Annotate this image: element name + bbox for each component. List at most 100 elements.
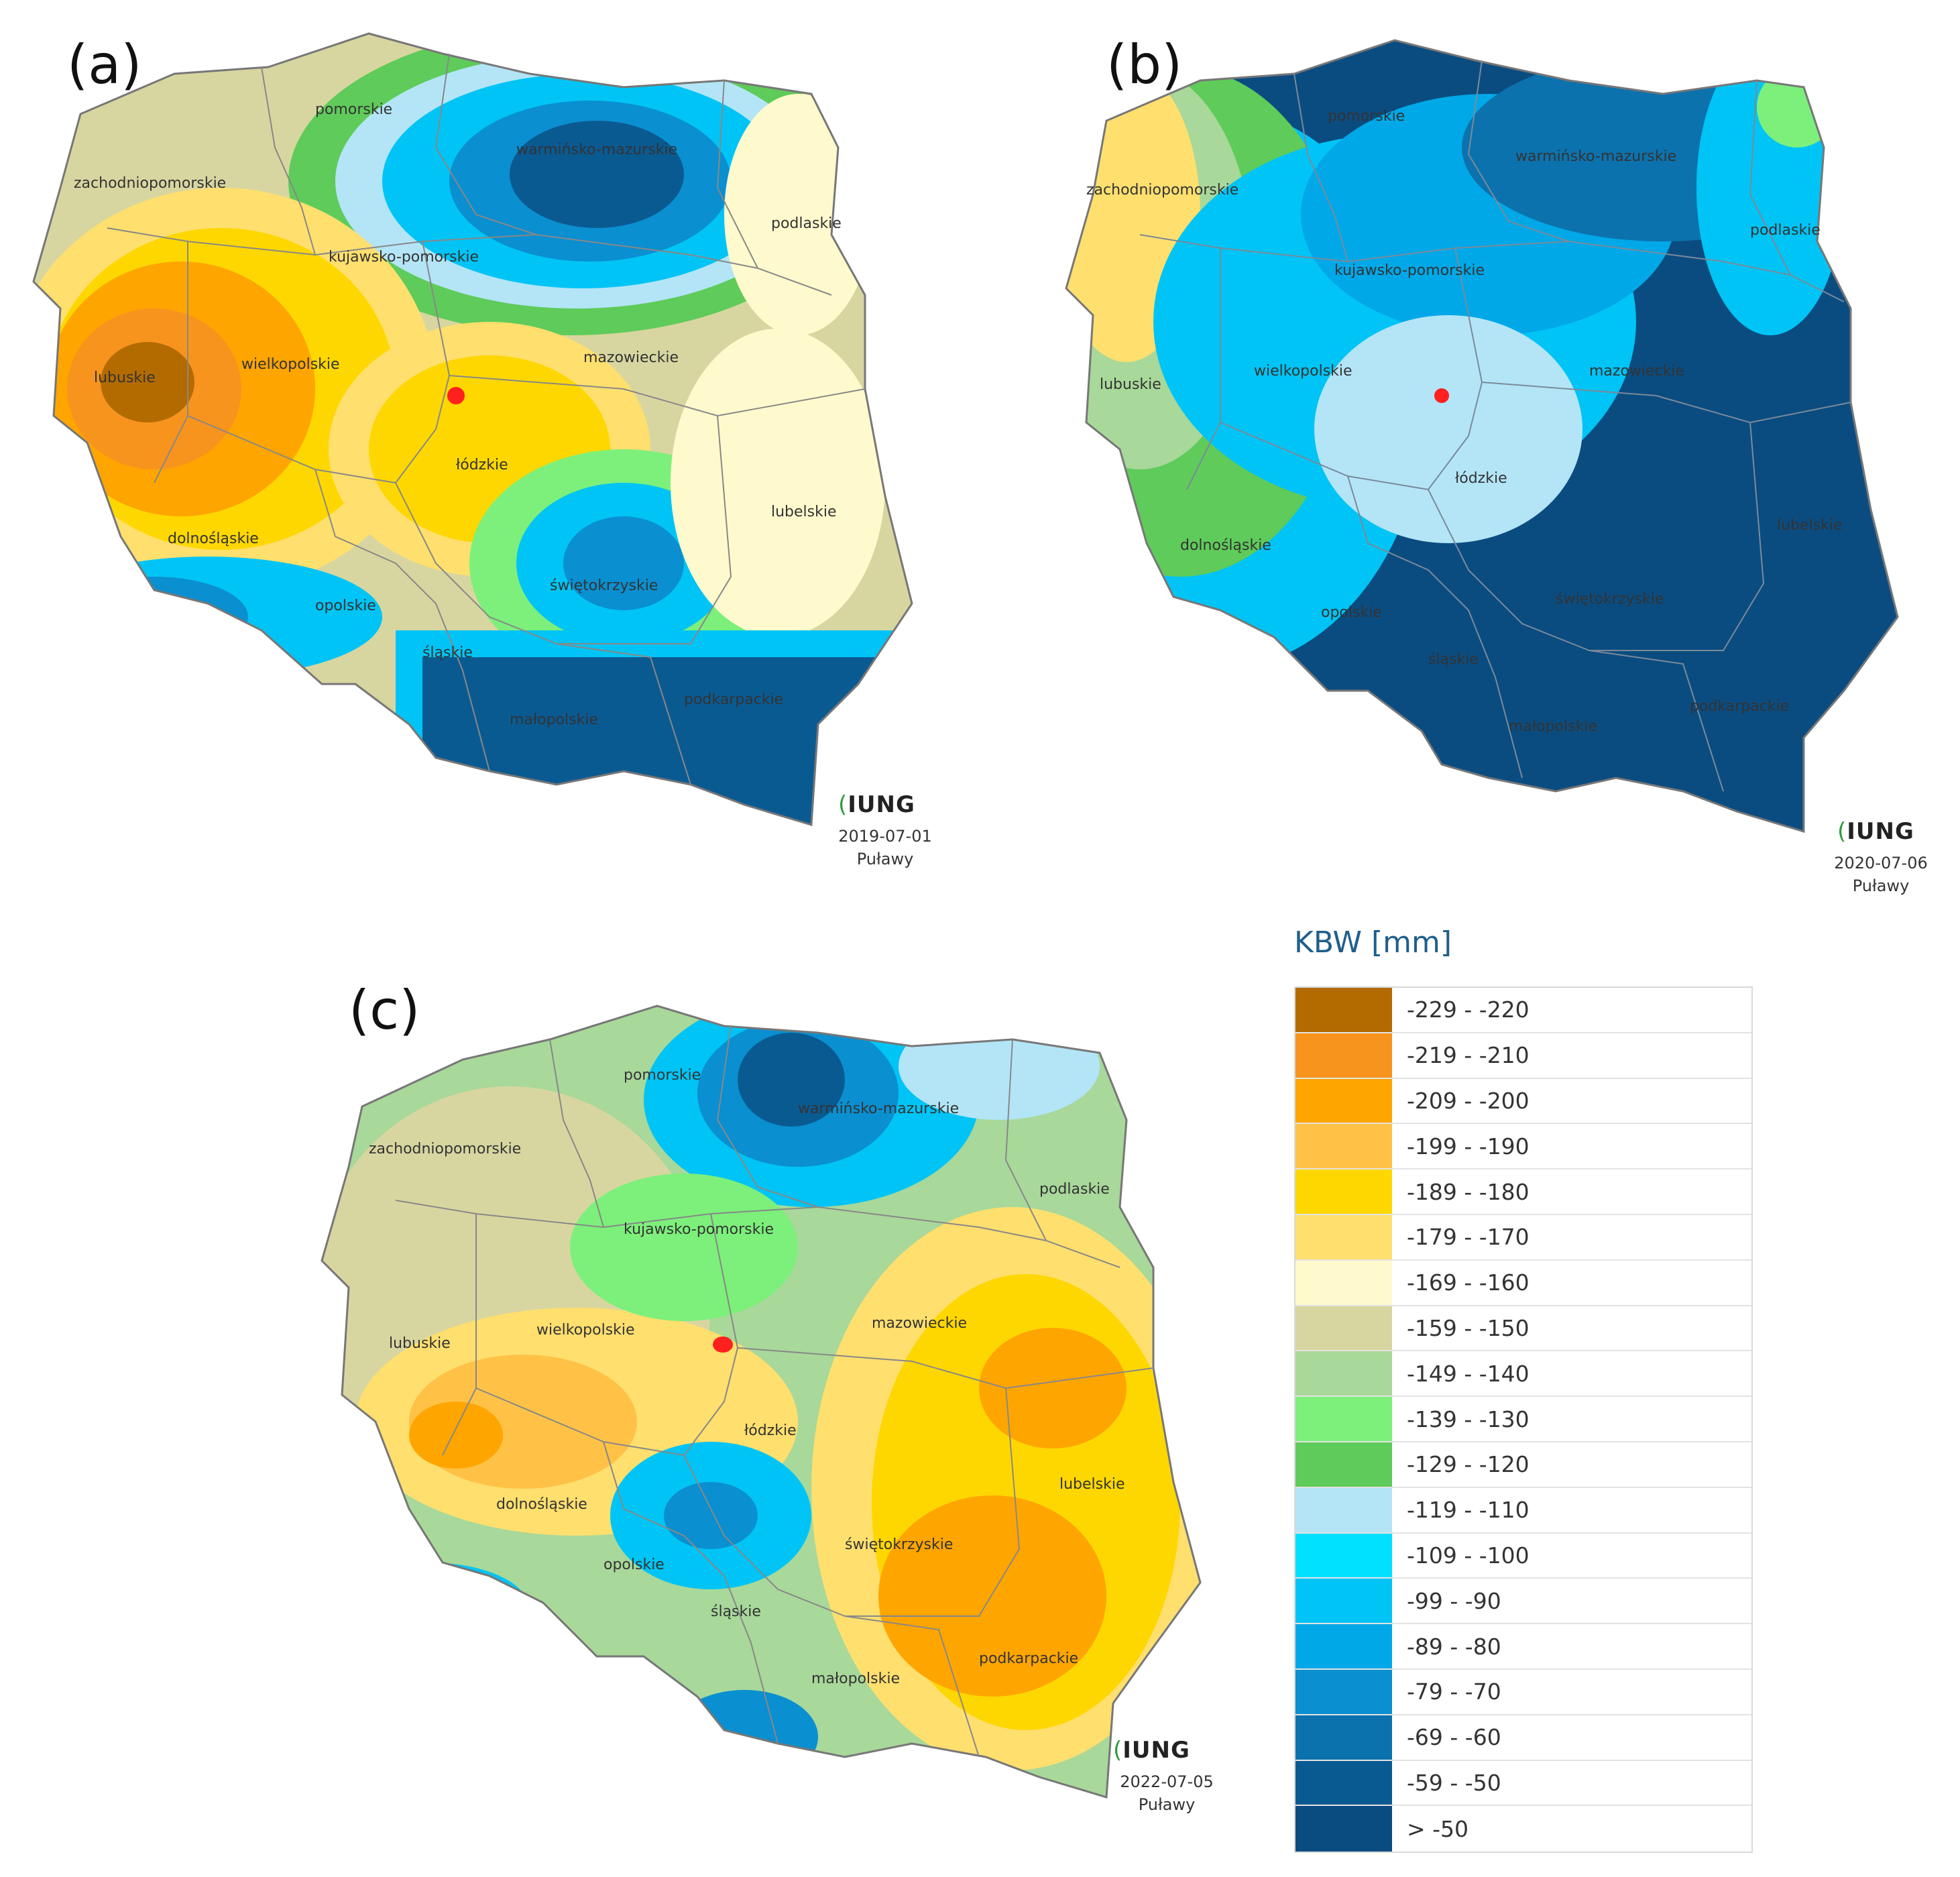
- panel-letter-b: (b): [1106, 34, 1183, 96]
- svg-text:podkarpackie: podkarpackie: [1690, 698, 1789, 715]
- map-a-svg: pomorskie warmińsko-mazurskie zachodniop…: [32, 32, 913, 826]
- svg-text:kujawsko-pomorskie: kujawsko-pomorskie: [624, 1221, 774, 1238]
- kbw-legend: KBW [mm] -229 - -220 -219 - -210 -209 - -2…: [1294, 925, 1757, 1854]
- legend-row: -89 - -80: [1295, 1624, 1751, 1670]
- legend-label: -149 - -140: [1407, 1360, 1530, 1387]
- legend-swatch: [1295, 988, 1392, 1032]
- svg-text:łódzkie: łódzkie: [1455, 470, 1507, 487]
- svg-text:łódzkie: łódzkie: [456, 457, 508, 473]
- legend-swatch: [1295, 1078, 1392, 1123]
- legend-row: -229 - -220: [1295, 988, 1751, 1033]
- svg-text:lubuskie: lubuskie: [389, 1335, 451, 1352]
- legend-label: -79 - -70: [1407, 1679, 1501, 1705]
- legend-label: -209 - -200: [1407, 1087, 1530, 1114]
- legend-swatch: [1295, 1579, 1392, 1624]
- region-labels-b: pomorskie warmińsko-mazurskie zachodniop…: [1086, 108, 1843, 735]
- svg-text:lubelskie: lubelskie: [1777, 517, 1843, 534]
- svg-text:warmińsko-mazurskie: warmińsko-mazurskie: [1515, 148, 1676, 165]
- legend-swatch: [1295, 1669, 1392, 1714]
- place-text: Puławy: [856, 850, 914, 868]
- svg-text:warmińsko-mazurskie: warmińsko-mazurskie: [516, 141, 677, 158]
- place-text: Puławy: [1138, 1795, 1196, 1814]
- svg-text:kujawsko-pomorskie: kujawsko-pomorskie: [1334, 262, 1485, 279]
- svg-text:świętokrzyskie: świętokrzyskie: [1556, 591, 1664, 608]
- legend-label: -109 - -100: [1407, 1542, 1530, 1569]
- svg-text:małopolskie: małopolskie: [811, 1670, 900, 1687]
- legend-swatch: [1295, 1442, 1392, 1487]
- svg-text:małopolskie: małopolskie: [510, 712, 598, 728]
- iung-logo-b: (IUNG: [1837, 818, 1914, 845]
- date-text: 2019-07-01: [838, 827, 932, 846]
- svg-text:warmińsko-mazurskie: warmińsko-mazurskie: [798, 1100, 959, 1117]
- legend-swatch: [1295, 1124, 1392, 1169]
- svg-text:zachodniopomorskie: zachodniopomorskie: [369, 1141, 521, 1157]
- legend-swatch: [1295, 1760, 1392, 1805]
- voivodeship-borders: [107, 53, 866, 785]
- svg-text:wielkopolskie: wielkopolskie: [241, 356, 340, 373]
- legend-row: -119 - -110: [1295, 1487, 1751, 1534]
- legend-row: > -50: [1295, 1806, 1751, 1852]
- svg-text:śląskie: śląskie: [711, 1603, 761, 1620]
- svg-text:mazowieckie: mazowieckie: [872, 1315, 967, 1332]
- date-text: 2020-07-06: [1834, 854, 1928, 872]
- pulawy-marker: [713, 1336, 733, 1353]
- legend-swatch: [1295, 1170, 1392, 1214]
- legend-label: > -50: [1407, 1815, 1469, 1842]
- legend-label: -99 - -90: [1407, 1587, 1501, 1614]
- svg-text:zachodniopomorskie: zachodniopomorskie: [1086, 182, 1238, 198]
- voivodeship-borders: [1139, 60, 1851, 792]
- panel-letter-a: (a): [67, 34, 142, 96]
- legend-label: -229 - -220: [1407, 997, 1530, 1023]
- svg-text:lubelskie: lubelskie: [771, 504, 837, 520]
- svg-text:lubuskie: lubuskie: [1100, 376, 1161, 393]
- date-stamp-b: 2020-07-06 Puławy: [1817, 852, 1945, 897]
- legend-row: -159 - -150: [1295, 1306, 1751, 1352]
- place-text: Puławy: [1852, 876, 1910, 895]
- map-panel-b: pomorskie warmińsko-mazurskie zachodniop…: [1046, 13, 1945, 895]
- logo-text: IUNG: [848, 791, 915, 818]
- legend-row: -189 - -180: [1295, 1170, 1751, 1215]
- svg-text:podkarpackie: podkarpackie: [684, 691, 783, 708]
- legend-swatch: [1295, 1351, 1392, 1396]
- svg-text:lubuskie: lubuskie: [94, 369, 156, 386]
- legend-swatch: [1295, 1214, 1392, 1259]
- voivodeship-borders: [395, 1025, 1154, 1758]
- svg-text:podlaskie: podlaskie: [771, 215, 842, 232]
- legend-label: -89 - -80: [1407, 1633, 1501, 1660]
- legend-label: -159 - -150: [1407, 1314, 1530, 1341]
- legend-label: -69 - -60: [1407, 1724, 1501, 1751]
- legend-label: -119 - -110: [1407, 1497, 1530, 1524]
- svg-text:pomorskie: pomorskie: [624, 1067, 701, 1084]
- svg-text:dolnośląskie: dolnośląskie: [1180, 537, 1271, 554]
- legend-row: -139 - -130: [1295, 1397, 1751, 1442]
- date-stamp-c: 2022-07-05 Puławy: [1100, 1770, 1234, 1816]
- svg-text:podkarpackie: podkarpackie: [979, 1650, 1078, 1667]
- legend-swatch: [1295, 1806, 1392, 1852]
- date-stamp-a: 2019-07-01 Puławy: [818, 825, 952, 870]
- legend-row: -109 - -100: [1295, 1533, 1751, 1579]
- legend-swatch: [1295, 1397, 1392, 1441]
- legend-label: -199 - -190: [1407, 1133, 1530, 1159]
- legend-swatch: [1295, 1487, 1392, 1532]
- svg-text:dolnośląskie: dolnośląskie: [168, 530, 259, 547]
- legend-row: -59 - -50: [1295, 1760, 1751, 1807]
- iung-logo-a: (IUNG: [838, 791, 915, 818]
- svg-text:śląskie: śląskie: [422, 644, 473, 661]
- map-b-svg: pomorskie warmińsko-mazurskie zachodniop…: [1065, 39, 1899, 834]
- legend-row: -209 - -200: [1295, 1078, 1751, 1125]
- legend-row: -149 - -140: [1295, 1351, 1751, 1398]
- svg-text:opolskie: opolskie: [603, 1556, 665, 1573]
- svg-text:podlaskie: podlaskie: [1750, 222, 1821, 239]
- legend-label: -129 - -120: [1407, 1451, 1530, 1478]
- region-labels-c: pomorskie warmińsko-mazurskie zachodniop…: [369, 1067, 1125, 1687]
- date-text: 2022-07-05: [1120, 1772, 1214, 1791]
- svg-text:pomorskie: pomorskie: [1328, 108, 1405, 125]
- svg-text:wielkopolskie: wielkopolskie: [536, 1322, 635, 1339]
- svg-text:świętokrzyskie: świętokrzyskie: [550, 577, 658, 594]
- legend-label: -169 - -160: [1407, 1269, 1530, 1296]
- legend-row: -169 - -160: [1295, 1260, 1751, 1306]
- panel-letter-c: (c): [349, 979, 420, 1041]
- pulawy-marker: [447, 387, 465, 404]
- legend-row: -179 - -170: [1295, 1214, 1751, 1261]
- svg-text:zachodniopomorskie: zachodniopomorskie: [74, 175, 226, 192]
